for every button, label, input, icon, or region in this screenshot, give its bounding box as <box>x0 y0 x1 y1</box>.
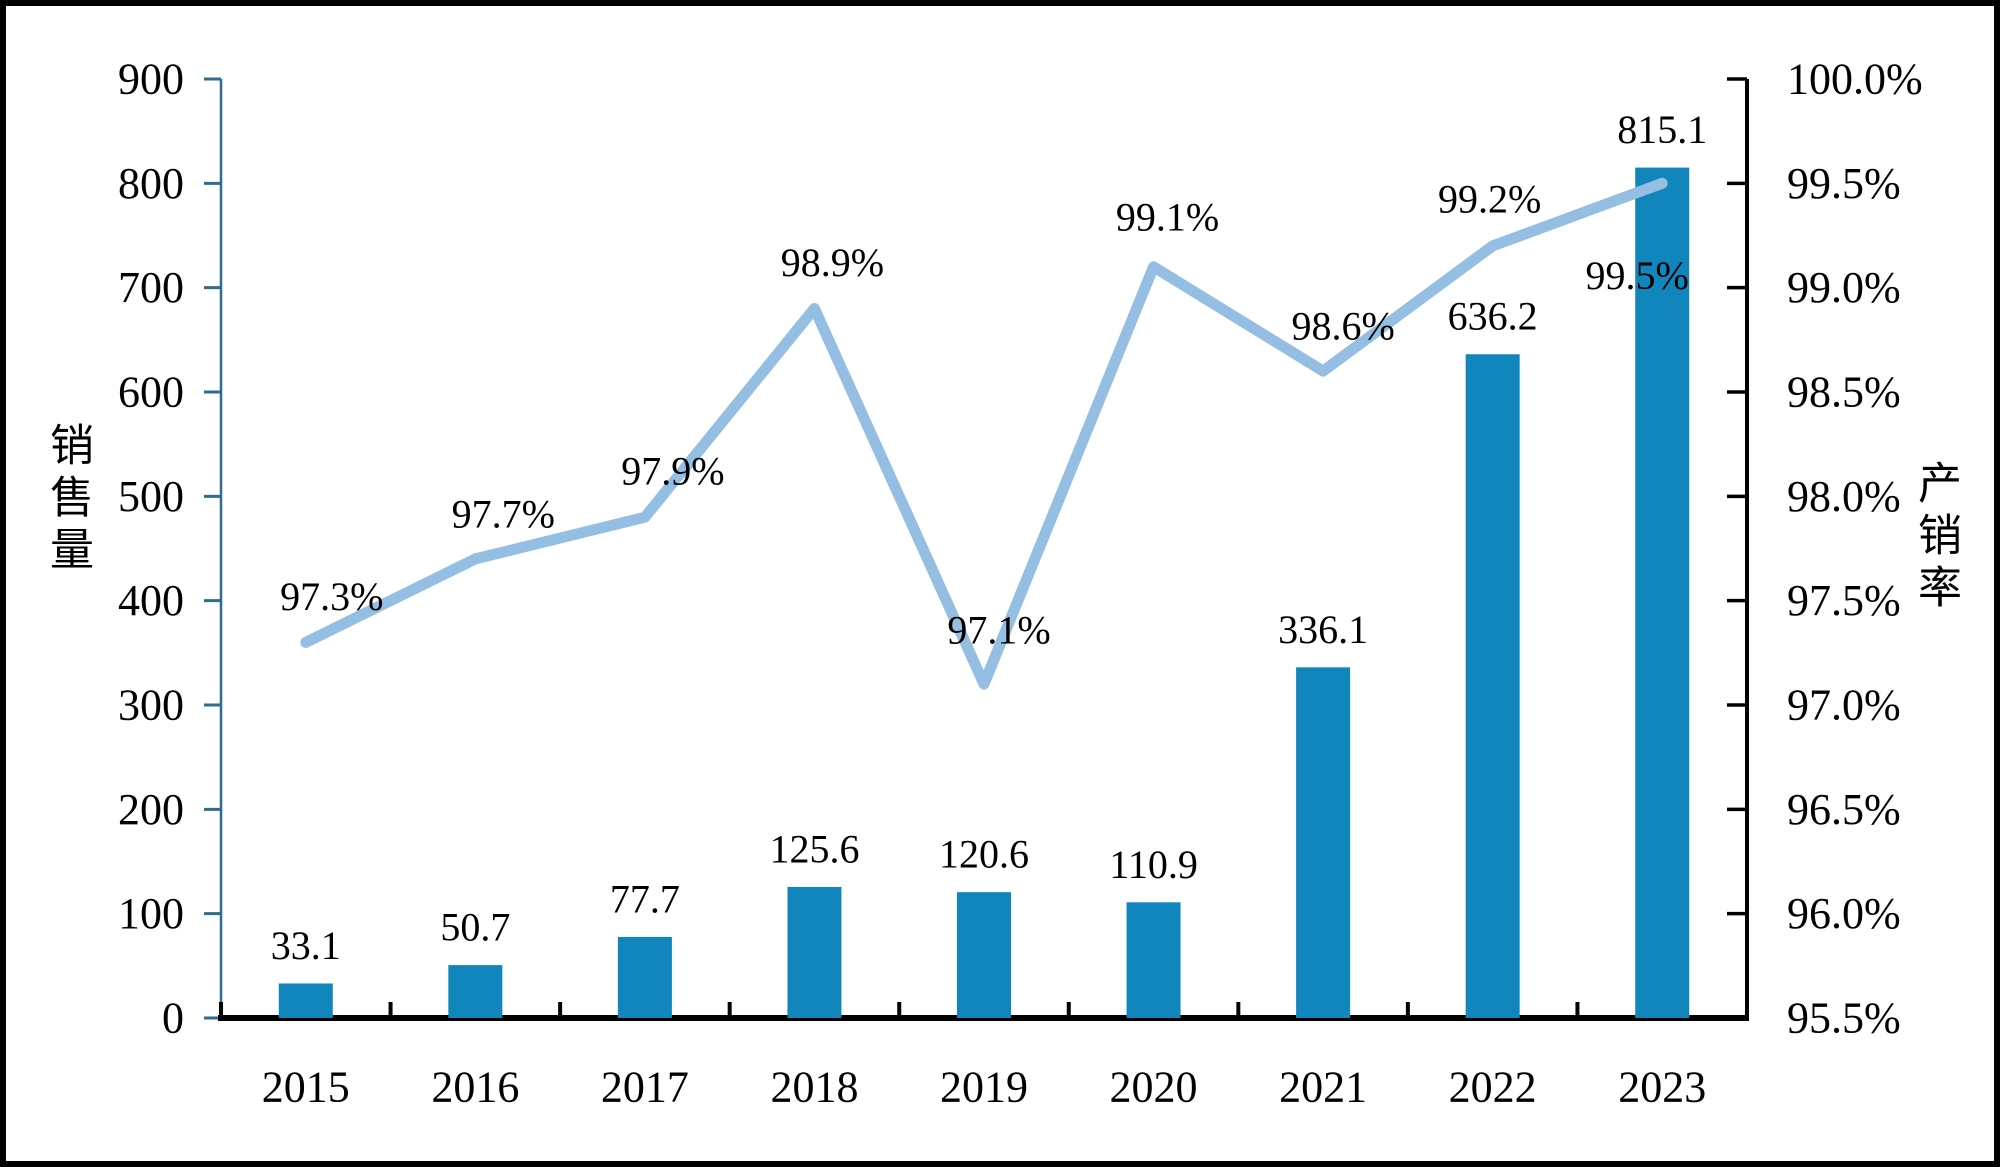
x-tick-label-2018: 2018 <box>770 1063 858 1112</box>
right-tick-label-98.0%: 98.0% <box>1787 472 1901 521</box>
left-tick-label-300: 300 <box>118 681 184 730</box>
x-tick-label-2020: 2020 <box>1110 1063 1198 1112</box>
left-axis-title: 销售量 <box>43 422 92 578</box>
line-label-2019: 97.1% <box>947 608 1050 653</box>
left-tick-label-200: 200 <box>118 785 184 834</box>
right-tick-label-96.0%: 96.0% <box>1787 889 1901 938</box>
line-label-2020: 99.1% <box>1116 194 1219 239</box>
right-tick-label-95.5%: 95.5% <box>1787 994 1901 1043</box>
bar-label-2017: 77.7 <box>610 876 680 921</box>
bar-label-2021: 336.1 <box>1278 607 1368 652</box>
bar-2021 <box>1296 667 1351 1018</box>
left-tick-label-0: 0 <box>162 994 184 1043</box>
bar-2022 <box>1465 354 1520 1018</box>
right-axis-title: 产销率 <box>1911 460 1960 616</box>
left-tick-label-700: 700 <box>118 263 184 312</box>
line-label-2016: 97.7% <box>452 491 555 536</box>
bar-2018 <box>787 886 842 1018</box>
rate-line <box>300 177 1668 690</box>
x-tick-label-2022: 2022 <box>1449 1063 1537 1112</box>
right-tick-label-99.0%: 99.0% <box>1787 263 1901 312</box>
left-tick-label-500: 500 <box>118 472 184 521</box>
bar-2019 <box>957 892 1011 1018</box>
x-tick-label-2015: 2015 <box>262 1063 350 1112</box>
bar-label-2023: 815.1 <box>1617 107 1707 152</box>
bar-2020 <box>1126 902 1181 1018</box>
bar-2023 <box>1635 167 1690 1019</box>
x-tick-label-2016: 2016 <box>431 1063 519 1112</box>
bar-label-2018: 125.6 <box>769 826 859 871</box>
bar-2016 <box>448 965 503 1018</box>
right-tick-label-97.5%: 97.5% <box>1787 576 1901 625</box>
line-label-2022: 99.2% <box>1438 176 1541 221</box>
right-tick-label-96.5%: 96.5% <box>1787 785 1901 834</box>
x-tick-label-2019: 2019 <box>940 1063 1028 1112</box>
left-tick-label-800: 800 <box>118 159 184 208</box>
left-tick-label-900: 900 <box>118 55 184 104</box>
left-tick-label-100: 100 <box>118 889 184 938</box>
line-label-2015: 97.3% <box>280 574 383 619</box>
right-tick-label-98.5%: 98.5% <box>1787 368 1901 417</box>
x-tick-label-2021: 2021 <box>1279 1063 1367 1112</box>
x-tick-label-2017: 2017 <box>601 1063 689 1112</box>
line-label-2023: 99.5% <box>1586 253 1689 298</box>
bar-label-2015: 33.1 <box>271 923 341 968</box>
line-label-2017: 97.9% <box>621 449 724 494</box>
right-tick-label-100.0%: 100.0% <box>1787 55 1923 104</box>
right-tick-label-99.5%: 99.5% <box>1787 159 1901 208</box>
right-tick-label-97.0%: 97.0% <box>1787 681 1901 730</box>
left-tick-label-600: 600 <box>118 368 184 417</box>
bar-label-2020: 110.9 <box>1109 842 1198 887</box>
x-tick-label-2023: 2023 <box>1618 1063 1706 1112</box>
left-tick-label-400: 400 <box>118 576 184 625</box>
bar-2017 <box>617 936 672 1018</box>
line-label-2018: 98.9% <box>781 240 884 285</box>
bar-label-2016: 50.7 <box>440 905 510 950</box>
bar-label-2022: 636.2 <box>1448 294 1538 339</box>
bar-label-2019: 120.6 <box>939 832 1029 877</box>
line-label-2021: 98.6% <box>1291 304 1394 349</box>
bar-2015 <box>278 983 333 1018</box>
